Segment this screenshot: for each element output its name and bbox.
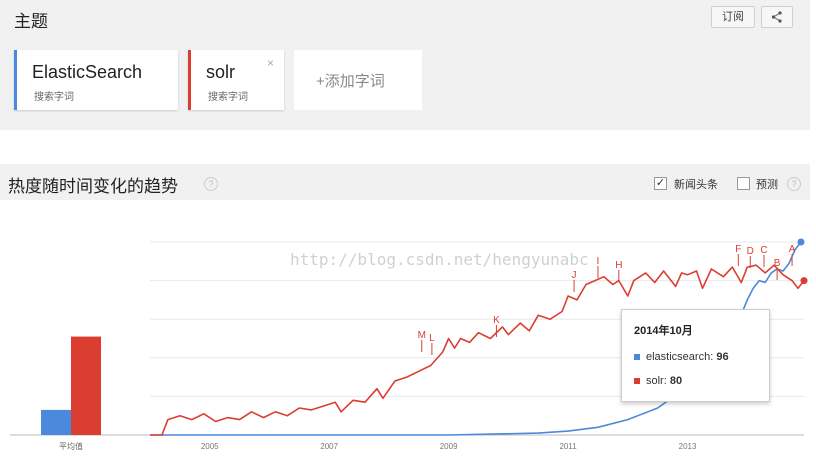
average-bar-elasticsearch	[41, 409, 71, 435]
x-tick-label: 2007	[320, 442, 338, 451]
news-headlines-label: 新闻头条	[674, 179, 718, 191]
subscribe-button[interactable]: 订阅	[711, 6, 755, 28]
topic-subtitle: 搜索字词	[34, 92, 74, 103]
annotation-K: K	[493, 315, 500, 326]
topic-subtitle: 搜索字词	[208, 92, 248, 103]
tooltip-label: solr:	[646, 375, 667, 387]
annotation-H: H	[615, 260, 622, 271]
annotation-M: M	[418, 330, 426, 341]
tooltip-label: elasticsearch:	[646, 351, 714, 363]
tooltip-value: 96	[716, 351, 729, 363]
legend-swatch	[634, 354, 640, 361]
annotation-I: I	[597, 256, 600, 267]
tooltip-date: 2014年10月	[634, 325, 693, 337]
news-headlines-checkbox[interactable]: ✓	[654, 177, 667, 190]
x-tick-label: 2009	[440, 442, 458, 451]
help-icon[interactable]: ?	[204, 177, 218, 191]
x-tick-label: 2011	[559, 442, 577, 451]
topic-color-bar	[188, 50, 191, 110]
topics-title: 主题	[14, 12, 48, 31]
trends-title: 热度随时间变化的趋势	[8, 177, 178, 196]
forecast-checkbox[interactable]	[737, 177, 750, 190]
chart-tooltip: 2014年10月 elasticsearch: 96 solr: 80	[621, 309, 770, 402]
annotation-J: J	[572, 270, 577, 281]
topic-color-bar	[14, 50, 17, 110]
x-tick-label: 2013	[679, 442, 697, 451]
series-endpoint-solr	[800, 277, 808, 285]
forecast-help-icon[interactable]: ?	[787, 177, 801, 191]
watermark-text: http://blog.csdn.net/hengyunabc	[290, 250, 589, 269]
annotation-D: D	[747, 246, 754, 257]
add-term-button[interactable]: +添加字词	[294, 50, 422, 110]
x-tick-label: 2005	[201, 442, 219, 451]
annotation-F: F	[735, 244, 741, 255]
topic-card-solr[interactable]: × solr 搜索字词	[188, 50, 284, 110]
tooltip-row-elasticsearch: elasticsearch: 96	[634, 351, 729, 363]
annotation-C: C	[760, 245, 767, 256]
tooltip-row-solr: solr: 80	[634, 375, 682, 387]
annotation-A: A	[789, 244, 796, 255]
topic-term: ElasticSearch	[32, 62, 143, 82]
trends-header	[0, 164, 810, 200]
remove-topic-icon[interactable]: ×	[266, 56, 274, 70]
legend-swatch	[634, 378, 640, 385]
average-bar-solr	[71, 336, 101, 435]
annotation-L: L	[429, 333, 435, 344]
share-button[interactable]	[761, 6, 793, 28]
tooltip-value: 80	[669, 375, 683, 387]
average-label: 平均值	[59, 441, 83, 451]
series-endpoint-elasticsearch	[797, 238, 805, 246]
series-line-solr	[150, 264, 805, 436]
add-term-label: +添加字词	[316, 73, 385, 90]
topic-card-elasticsearch[interactable]: ElasticSearch 搜索字词	[14, 50, 178, 110]
forecast-label: 预测	[756, 179, 778, 191]
annotation-B: B	[774, 258, 781, 269]
share-icon	[771, 11, 782, 23]
topic-term: solr	[206, 62, 236, 82]
